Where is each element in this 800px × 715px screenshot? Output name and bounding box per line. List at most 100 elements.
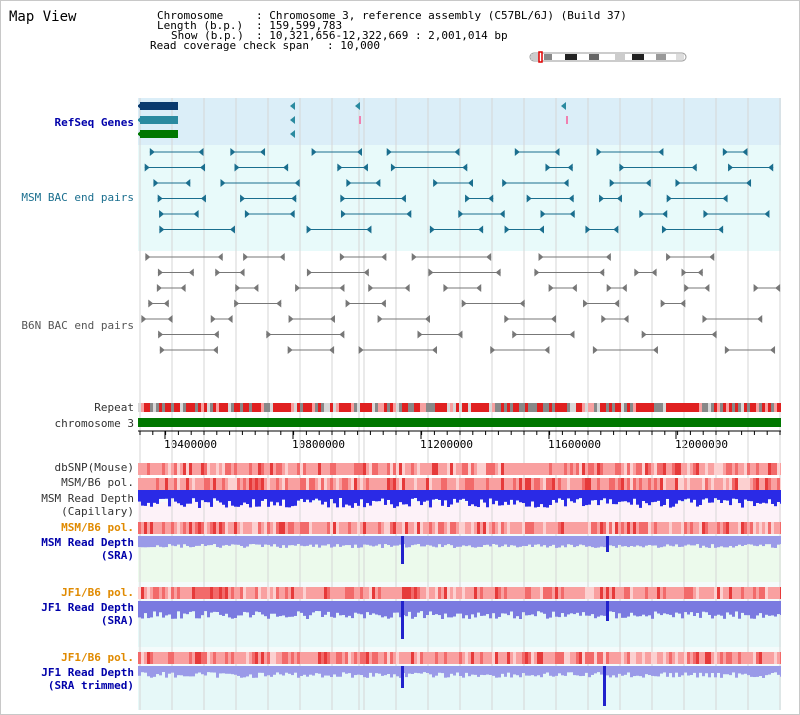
- msm-b6-pol-heat: [717, 522, 720, 534]
- jf1-b6-pol-heat: [513, 587, 516, 599]
- repeat-segment: [465, 403, 468, 412]
- track-label-refseq[interactable]: RefSeq Genes: [54, 116, 134, 129]
- track-label-msm-b6-pol-2[interactable]: MSM/B6 pol.: [61, 521, 134, 534]
- jf1-b6-pol-heat: [771, 652, 774, 664]
- jf1-sra-depth: [717, 601, 720, 615]
- track-label-jf1-depth-trimmed[interactable]: JF1 Read Depth (SRA trimmed): [41, 666, 134, 692]
- repeat-segment: [234, 403, 237, 412]
- repeat-segment: [168, 403, 171, 412]
- b6n-bac-track[interactable]: [141, 253, 781, 354]
- b6n-bac-pair-end: [276, 299, 282, 308]
- b6n-bac-pair-end: [306, 268, 312, 277]
- jf1-b6-pol-heat: [375, 587, 378, 599]
- dbsnp-heat: [753, 463, 756, 475]
- jf1-sra-depth: [204, 601, 207, 612]
- read-depth-tracks[interactable]: [138, 490, 781, 706]
- track-label-msm-depth-capillary[interactable]: MSM Read Depth (Capillary): [41, 492, 134, 518]
- track-label-msm-bac[interactable]: MSM BAC end pairs: [21, 191, 134, 204]
- chromosome-ideogram[interactable]: [528, 51, 690, 63]
- jf1-b6-pol-heat: [258, 652, 261, 664]
- msm-b6-pol-heat: [417, 478, 420, 490]
- msm-capillary-depth: [255, 490, 258, 507]
- track-label-jf1-b6-pol-2[interactable]: JF1/B6 pol.: [61, 651, 134, 664]
- msm-b6-pol-heat: [168, 522, 171, 534]
- msm-bac-track[interactable]: [144, 148, 774, 234]
- jf1-b6-pol-heat: [630, 587, 633, 599]
- repeat-segment: [318, 403, 321, 412]
- msm-b6-pol-heat: [363, 478, 366, 490]
- repeat-track[interactable]: [138, 403, 781, 412]
- msm-capillary-depth: [468, 490, 471, 506]
- jf1-sra-depth: [381, 601, 384, 618]
- b6n-bac-pair-end: [697, 268, 703, 277]
- msm-capillary-depth: [291, 490, 294, 507]
- jf1-b6-pol-heat: [225, 587, 228, 599]
- jf1-trimmed-depth: [774, 666, 777, 673]
- repeat-segment: [630, 403, 633, 412]
- jf1-b6-pol-heat: [249, 587, 252, 599]
- repeat-segment: [585, 403, 588, 412]
- msm-b6-pol-heat: [600, 478, 603, 490]
- repeat-segment: [459, 403, 462, 412]
- msm-b6-pol-heat: [474, 478, 477, 490]
- refseq-genes-track[interactable]: [138, 102, 568, 138]
- polymorphism-heatmaps[interactable]: [138, 463, 781, 664]
- jf1-b6-pol-heat: [198, 587, 201, 599]
- track-label-chromosome[interactable]: chromosome 3: [54, 417, 134, 430]
- jf1-b6-pol-heat: [486, 652, 489, 664]
- dbsnp-heat: [582, 463, 585, 475]
- repeat-segment: [579, 403, 582, 412]
- jf1-sra-depth: [453, 601, 456, 617]
- jf1-b6-pol-heat: [591, 652, 594, 664]
- repeat-segment: [750, 403, 753, 412]
- msm-b6-pol-heat: [354, 522, 357, 534]
- repeat-segment: [546, 403, 549, 412]
- dbsnp-heat: [633, 463, 636, 475]
- repeat-segment: [228, 403, 231, 412]
- msm-b6-pol-heat: [639, 478, 642, 490]
- msm-sra-depth: [192, 536, 195, 547]
- msm-sra-depth: [660, 536, 663, 548]
- b6n-bac-pair-end: [339, 253, 345, 261]
- dbsnp-heat: [585, 463, 588, 475]
- track-label-msm-depth-sra[interactable]: MSM Read Depth (SRA): [41, 536, 134, 562]
- dbsnp-heat: [639, 463, 642, 475]
- jf1-sra-depth: [474, 601, 477, 618]
- msm-b6-pol-heat: [522, 522, 525, 534]
- msm-sra-depth: [555, 536, 558, 548]
- msm-b6-pol-heat: [150, 478, 153, 490]
- track-label-b6n-bac[interactable]: B6N BAC end pairs: [21, 319, 134, 332]
- dbsnp-heat: [480, 463, 483, 475]
- jf1-b6-pol-heat: [672, 652, 675, 664]
- msm-b6-pol-heat: [426, 478, 429, 490]
- msm-capillary-depth: [489, 490, 492, 499]
- jf1-trimmed-depth: [519, 666, 522, 678]
- jf1-sra-depth: [303, 601, 306, 616]
- jf1-b6-pol-heat: [243, 652, 246, 664]
- msm-bac-pair-end: [289, 210, 295, 218]
- msm-b6-pol-heat: [201, 478, 204, 490]
- jf1-sra-depth: [420, 601, 423, 612]
- dbsnp-heat: [333, 463, 336, 475]
- jf1-b6-pol-heat: [669, 587, 672, 599]
- msm-b6-pol-heat: [315, 478, 318, 490]
- jf1-b6-pol-heat: [408, 652, 411, 664]
- track-label-jf1-depth-sra[interactable]: JF1 Read Depth (SRA): [41, 601, 134, 627]
- jf1-b6-pol-heat: [510, 587, 513, 599]
- genome-browser-plot[interactable]: [138, 98, 781, 710]
- track-label-jf1-b6-pol-1[interactable]: JF1/B6 pol.: [61, 586, 134, 599]
- track-label-repeat[interactable]: Repeat: [94, 401, 134, 414]
- track-label-dbsnp[interactable]: dbSNP(Mouse): [54, 461, 134, 474]
- repeat-segment: [456, 403, 459, 412]
- track-label-msm-b6-pol-1[interactable]: MSM/B6 pol.: [61, 476, 134, 489]
- dbsnp-heat: [720, 463, 723, 475]
- msm-bac-pair-end: [375, 179, 381, 187]
- jf1-sra-depth: [282, 601, 285, 616]
- msm-capillary-depth: [195, 490, 198, 502]
- msm-sra-depth: [615, 536, 618, 548]
- msm-sra-depth: [348, 536, 351, 546]
- chromosome-bar[interactable]: [138, 418, 781, 427]
- msm-b6-pol-heat: [696, 522, 699, 534]
- msm-bac-pair-end: [722, 148, 728, 156]
- msm-b6-pol-heat: [624, 478, 627, 490]
